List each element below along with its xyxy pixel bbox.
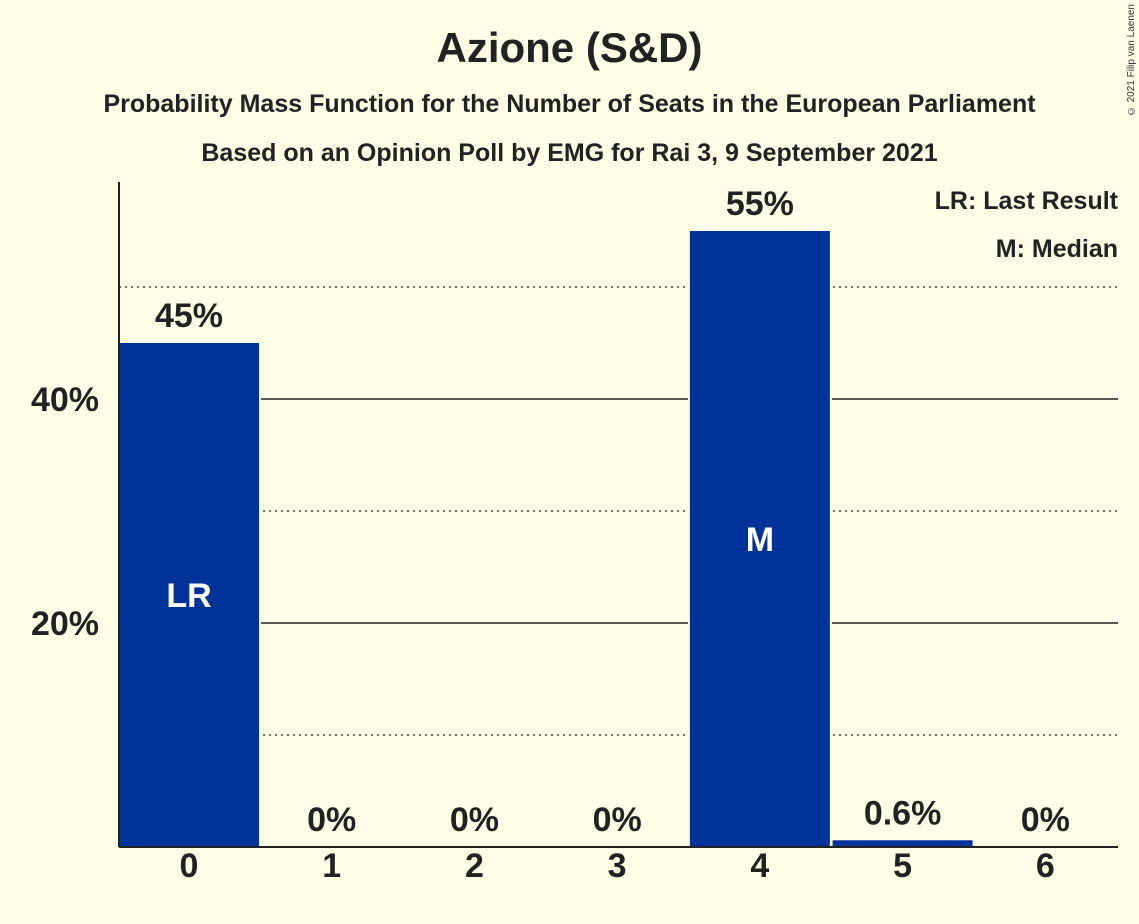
- legend-entry: M: Median: [996, 235, 1118, 263]
- bar-seats-4: [689, 231, 830, 847]
- x-tick-label: 1: [322, 847, 341, 885]
- x-tick-label: 5: [893, 847, 912, 885]
- x-tick-label: 3: [608, 847, 627, 885]
- legend: LR: Last Result M: Median: [935, 187, 1119, 263]
- bar-seats-0: [119, 343, 259, 847]
- x-tick-label: 0: [180, 847, 199, 885]
- x-tick-label: 6: [1036, 847, 1055, 885]
- labels: 20% 40% 0 1 2 3 4 5 6 45% 0% 0% 0% 55% 0.6% 0% LR M: [31, 185, 1070, 885]
- legend-entry: LR: Last Result: [935, 187, 1119, 215]
- axes: [118, 182, 1118, 848]
- data-label: 0%: [450, 801, 499, 839]
- data-label: 0%: [1021, 801, 1070, 839]
- data-label: 0%: [593, 801, 642, 839]
- chart-source-line: Based on an Opinion Poll by EMG for Rai …: [201, 139, 938, 167]
- chart-subtitle: Probability Mass Function for the Number…: [103, 90, 1036, 118]
- chart-title: Azione (S&D): [436, 24, 703, 71]
- x-tick-label: 2: [465, 847, 484, 885]
- grid-lines: [119, 286, 1118, 736]
- y-tick-label: 20%: [31, 605, 99, 643]
- data-label: 0.6%: [864, 794, 942, 832]
- bar-seats-5: [832, 840, 973, 847]
- data-label: 45%: [155, 297, 223, 335]
- x-tick-label: 4: [750, 847, 769, 885]
- y-tick-label: 40%: [31, 381, 99, 419]
- bar-marker-lr: LR: [166, 577, 211, 615]
- data-label: 0%: [307, 801, 356, 839]
- bar-marker-m: M: [746, 521, 774, 559]
- data-label: 55%: [726, 185, 794, 223]
- bars: [117, 231, 975, 847]
